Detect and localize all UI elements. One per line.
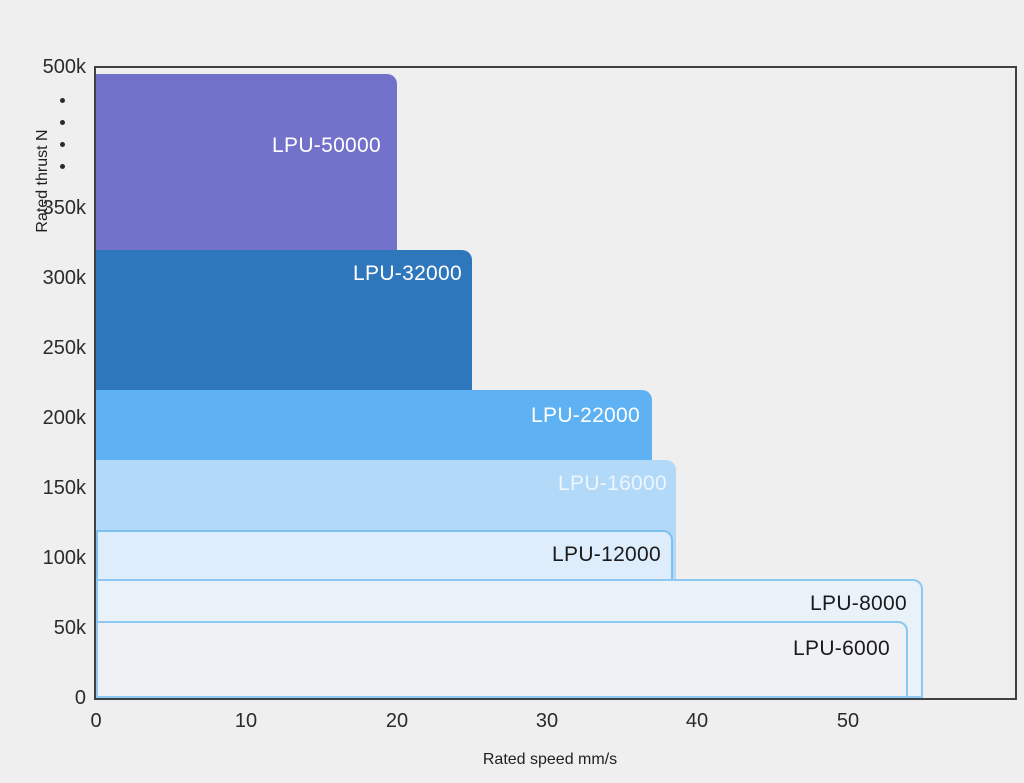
axis-break-dot	[60, 163, 65, 169]
y-tick-100k: 100k	[42, 547, 86, 569]
x-tick-0: 0	[90, 710, 102, 732]
bar-label-lpu-6000: LPU-6000	[793, 637, 890, 660]
axis-break-dot	[60, 119, 65, 125]
y-tick-0: 0	[74, 687, 86, 709]
y-axis-title: Rated thrust N	[34, 129, 51, 233]
chart-frame	[94, 66, 1017, 700]
y-tick-300k: 300k	[42, 267, 86, 289]
bar-label-lpu-16000: LPU-16000	[558, 472, 667, 495]
x-axis-title: Rated speed mm/s	[482, 751, 618, 768]
y-tick-200k: 200k	[42, 407, 86, 429]
bar-label-lpu-12000: LPU-12000	[552, 543, 661, 566]
bar-label-lpu-8000: LPU-8000	[810, 592, 907, 615]
x-tick-40: 40	[685, 710, 709, 732]
y-tick-350k: 350k	[42, 197, 86, 219]
chart-plot-area: LPU-50000 LPU-32000 LPU-22000 LPU-16000 LPU-…	[96, 68, 1015, 698]
bar-label-lpu-22000: LPU-22000	[531, 404, 640, 427]
y-tick-50k: 50k	[53, 617, 86, 639]
y-tick-500k: 500k	[42, 56, 86, 78]
y-tick-250k: 250k	[42, 337, 86, 359]
x-tick-10: 10	[234, 710, 258, 732]
bar-label-lpu-32000: LPU-32000	[353, 262, 462, 285]
axis-break-dot	[60, 141, 65, 147]
x-tick-20: 20	[385, 710, 409, 732]
x-tick-30: 30	[535, 710, 559, 732]
x-tick-50: 50	[836, 710, 860, 732]
y-tick-150k: 150k	[42, 477, 86, 499]
bar-lpu-6000: LPU-6000	[96, 621, 908, 698]
axis-break-dot	[60, 97, 65, 103]
bar-label-lpu-50000: LPU-50000	[272, 134, 381, 157]
